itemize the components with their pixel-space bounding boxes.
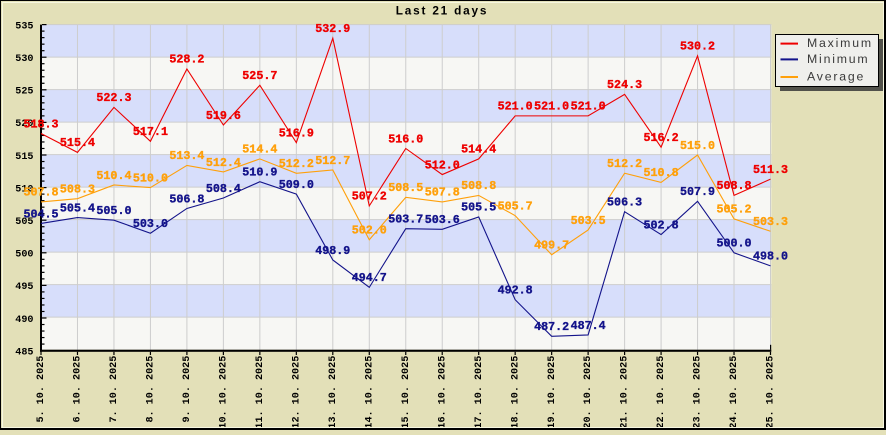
svg-text:517.1: 517.1	[133, 125, 168, 139]
svg-text:506.8: 506.8	[169, 192, 204, 206]
svg-text:14. 10. 2025: 14. 10. 2025	[364, 356, 375, 429]
svg-text:502.0: 502.0	[352, 224, 387, 238]
svg-text:500: 500	[15, 250, 33, 261]
svg-text:507.2: 507.2	[352, 190, 387, 204]
svg-text:502.8: 502.8	[644, 218, 679, 232]
svg-text:519.6: 519.6	[206, 109, 241, 123]
svg-text:505.4: 505.4	[60, 201, 95, 215]
svg-text:512.7: 512.7	[315, 154, 350, 168]
svg-text:535: 535	[15, 21, 33, 32]
svg-text:15. 10. 2025: 15. 10. 2025	[401, 356, 412, 429]
svg-text:530.2: 530.2	[680, 40, 715, 54]
svg-text:514.4: 514.4	[461, 143, 496, 157]
svg-text:507.8: 507.8	[425, 186, 460, 200]
svg-text:525.7: 525.7	[242, 69, 277, 83]
svg-text:510.0: 510.0	[133, 171, 168, 185]
svg-text:494.7: 494.7	[352, 271, 387, 285]
svg-text:487.2: 487.2	[534, 320, 569, 334]
svg-text:505.7: 505.7	[498, 199, 533, 213]
svg-text:24. 10. 2025: 24. 10. 2025	[729, 356, 740, 429]
svg-text:510: 510	[15, 184, 33, 195]
svg-text:506.3: 506.3	[607, 196, 642, 210]
svg-text:12. 10. 2025: 12. 10. 2025	[291, 356, 302, 429]
svg-text:521.0: 521.0	[498, 100, 533, 114]
svg-text:17. 10. 2025: 17. 10. 2025	[474, 356, 485, 429]
svg-text:510.8: 510.8	[644, 166, 679, 180]
svg-text:508.8: 508.8	[461, 179, 496, 193]
svg-text:521.0: 521.0	[571, 100, 606, 114]
svg-text:511.3: 511.3	[753, 163, 788, 177]
svg-text:520: 520	[15, 119, 33, 130]
svg-text:485: 485	[15, 347, 33, 358]
svg-text:516.9: 516.9	[279, 126, 314, 140]
svg-text:Minimum: Minimum	[807, 52, 869, 66]
svg-text:499.7: 499.7	[534, 239, 569, 253]
svg-text:518.3: 518.3	[23, 117, 58, 131]
svg-text:532.9: 532.9	[315, 22, 350, 36]
svg-text:516.2: 516.2	[644, 131, 679, 145]
svg-text:16. 10. 2025: 16. 10. 2025	[437, 356, 448, 429]
svg-text:498.9: 498.9	[315, 244, 350, 258]
svg-text:528.2: 528.2	[169, 53, 204, 67]
svg-text:504.5: 504.5	[23, 207, 58, 221]
svg-text:514.4: 514.4	[242, 143, 277, 157]
svg-text:515: 515	[15, 152, 33, 163]
svg-text:503.6: 503.6	[425, 213, 460, 227]
svg-text:503.5: 503.5	[571, 214, 606, 228]
svg-text:507.8: 507.8	[23, 186, 58, 200]
svg-text:510.4: 510.4	[96, 169, 131, 183]
svg-text:21. 10. 2025: 21. 10. 2025	[620, 356, 631, 429]
svg-text:505: 505	[15, 217, 33, 228]
svg-text:487.4: 487.4	[571, 319, 606, 333]
svg-text:508.4: 508.4	[206, 182, 241, 196]
svg-text:510.9: 510.9	[242, 166, 277, 180]
svg-text:500.0: 500.0	[716, 237, 751, 251]
svg-text:503.0: 503.0	[133, 217, 168, 231]
svg-text:508.3: 508.3	[60, 182, 95, 196]
svg-text:8. 10. 2025: 8. 10. 2025	[146, 356, 157, 423]
svg-text:505.0: 505.0	[96, 204, 131, 218]
svg-text:512.4: 512.4	[206, 156, 241, 170]
svg-text:11. 10. 2025: 11. 10. 2025	[255, 356, 266, 429]
svg-text:495: 495	[15, 282, 33, 293]
svg-text:530: 530	[15, 54, 33, 65]
svg-text:5. 10. 2025: 5. 10. 2025	[36, 356, 47, 423]
svg-text:507.9: 507.9	[680, 185, 715, 199]
svg-text:18. 10. 2025: 18. 10. 2025	[510, 356, 521, 429]
svg-text:22. 10. 2025: 22. 10. 2025	[656, 356, 667, 429]
svg-text:513.4: 513.4	[169, 149, 204, 163]
svg-text:25. 10. 2025: 25. 10. 2025	[766, 356, 777, 429]
svg-text:512.0: 512.0	[425, 158, 460, 172]
svg-text:6. 10. 2025: 6. 10. 2025	[73, 356, 84, 423]
svg-text:Maximum: Maximum	[807, 36, 873, 50]
svg-text:505.2: 505.2	[716, 203, 751, 217]
svg-text:492.8: 492.8	[498, 284, 533, 298]
svg-text:512.2: 512.2	[607, 157, 642, 171]
svg-text:7. 10. 2025: 7. 10. 2025	[109, 356, 120, 423]
svg-text:515.4: 515.4	[60, 136, 95, 150]
svg-text:9. 10. 2025: 9. 10. 2025	[182, 356, 193, 423]
svg-text:516.0: 516.0	[388, 132, 423, 146]
svg-text:498.0: 498.0	[753, 250, 788, 264]
svg-text:13. 10. 2025: 13. 10. 2025	[328, 356, 339, 429]
svg-text:508.5: 508.5	[388, 181, 423, 195]
svg-text:23. 10. 2025: 23. 10. 2025	[693, 356, 704, 429]
svg-text:490: 490	[15, 315, 33, 326]
svg-text:503.3: 503.3	[753, 215, 788, 229]
svg-text:19. 10. 2025: 19. 10. 2025	[547, 356, 558, 429]
svg-text:10. 10. 2025: 10. 10. 2025	[218, 356, 229, 429]
svg-text:509.0: 509.0	[279, 178, 314, 192]
svg-text:521.0: 521.0	[534, 100, 569, 114]
svg-text:Average: Average	[807, 70, 865, 84]
svg-text:503.7: 503.7	[388, 212, 423, 226]
svg-text:515.0: 515.0	[680, 139, 715, 153]
svg-text:522.3: 522.3	[96, 91, 131, 105]
svg-text:505.5: 505.5	[461, 201, 496, 215]
svg-text:512.2: 512.2	[279, 157, 314, 171]
svg-text:20. 10. 2025: 20. 10. 2025	[583, 356, 594, 429]
svg-text:524.3: 524.3	[607, 78, 642, 92]
svg-text:525: 525	[15, 87, 33, 98]
svg-text:508.8: 508.8	[716, 179, 751, 193]
svg-text:Last 21 days: Last 21 days	[396, 3, 488, 17]
